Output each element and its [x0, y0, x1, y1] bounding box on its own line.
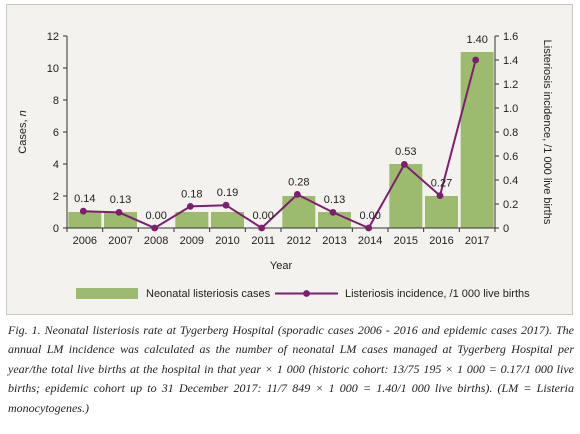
left-axis-title: Cases, n — [17, 110, 29, 153]
incidence-point-2017 — [472, 56, 480, 64]
x-tick-label: 2009 — [180, 235, 204, 247]
left-tick-label: 0 — [53, 223, 59, 235]
x-tick-label: 2006 — [73, 235, 97, 247]
legend-line-marker — [303, 290, 310, 297]
x-tick-label: 2012 — [287, 235, 311, 247]
x-tick-label: 2013 — [322, 235, 346, 247]
chart-panel: 0 2 4 6 8 10 12 0 0.2 0.4 0.6 0.8 1.0 1.2 1.4 1.6 2006 20… — [6, 4, 573, 315]
data-label-2007: 0.13 — [110, 194, 131, 206]
incidence-point-2007 — [115, 209, 123, 216]
data-label-2015: 0.53 — [395, 146, 416, 158]
right-tick-label: 1.0 — [503, 103, 518, 115]
combo-chart: 0 2 4 6 8 10 12 0 0.2 0.4 0.6 0.8 1.0 1.2 1.4 1.6 2006 20… — [17, 31, 553, 300]
x-tick-label: 2014 — [358, 235, 382, 247]
bar-2006 — [68, 212, 102, 228]
x-tick-label: 2008 — [144, 235, 168, 247]
incidence-point-2015 — [400, 161, 408, 168]
legend-bar-swatch — [76, 288, 138, 299]
x-tick-label: 2017 — [465, 235, 489, 247]
data-label-2009: 0.18 — [181, 188, 202, 200]
bar-2010 — [211, 212, 244, 228]
left-tick-label: 2 — [53, 191, 59, 203]
incidence-point-2012 — [293, 191, 301, 198]
incidence-point-2016 — [436, 192, 444, 200]
data-label-2012: 0.28 — [288, 176, 309, 188]
right-tick-label: 0.8 — [503, 127, 518, 139]
data-label-2010: 0.19 — [217, 187, 238, 199]
x-tick-label: 2007 — [108, 235, 132, 247]
bar-2016 — [425, 196, 458, 228]
right-tick-label: 0.4 — [503, 175, 518, 187]
data-label-2013: 0.13 — [324, 194, 345, 206]
left-tick-label: 8 — [53, 95, 59, 107]
data-label-2017: 1.40 — [466, 34, 487, 46]
bar-2017 — [460, 52, 494, 228]
data-label-2006: 0.14 — [74, 193, 95, 205]
incidence-point-2013 — [329, 209, 337, 216]
bar-2015 — [389, 164, 423, 228]
x-tick-label: 2016 — [429, 235, 453, 247]
right-tick-label: 0.6 — [503, 151, 518, 163]
right-tick-label: 1.4 — [503, 55, 518, 67]
left-tick-label: 10 — [47, 63, 59, 75]
x-tick-label: 2011 — [251, 235, 275, 247]
data-label-2008: 0.00 — [145, 210, 166, 222]
figure-caption: Fig. 1. Neonatal listeriosis rate at Tyg… — [8, 323, 574, 415]
legend-bar-label: Neonatal listeriosis cases — [146, 288, 271, 300]
incidence-point-2006 — [79, 207, 87, 215]
right-tick-label: 0 — [503, 223, 509, 235]
left-tick-label: 4 — [53, 159, 59, 171]
left-tick-label: 12 — [47, 31, 59, 43]
data-label-2016: 0.27 — [431, 178, 452, 190]
incidence-point-2009 — [186, 203, 194, 210]
right-tick-label: 1.6 — [503, 31, 518, 43]
x-axis-title: Year — [270, 260, 293, 272]
incidence-point-2014 — [365, 224, 373, 232]
right-axis-title: Listeriosis incidence, /1 000 live birth… — [541, 40, 553, 225]
x-tick-label: 2010 — [215, 235, 239, 247]
legend-line-label: Listeriosis incidence, /1 000 live birth… — [345, 288, 530, 300]
right-tick-label: 1.2 — [503, 79, 518, 91]
right-tick-label: 0.2 — [503, 199, 518, 211]
incidence-point-2008 — [151, 224, 159, 232]
data-label-2011: 0.00 — [252, 210, 273, 222]
x-tick-label: 2015 — [394, 235, 418, 247]
incidence-point-2010 — [222, 201, 230, 209]
data-label-2014: 0.00 — [359, 210, 380, 222]
left-tick-label: 6 — [53, 127, 59, 139]
bar-2009 — [175, 212, 209, 228]
incidence-point-2011 — [258, 224, 266, 232]
incidence-line — [83, 59, 477, 230]
